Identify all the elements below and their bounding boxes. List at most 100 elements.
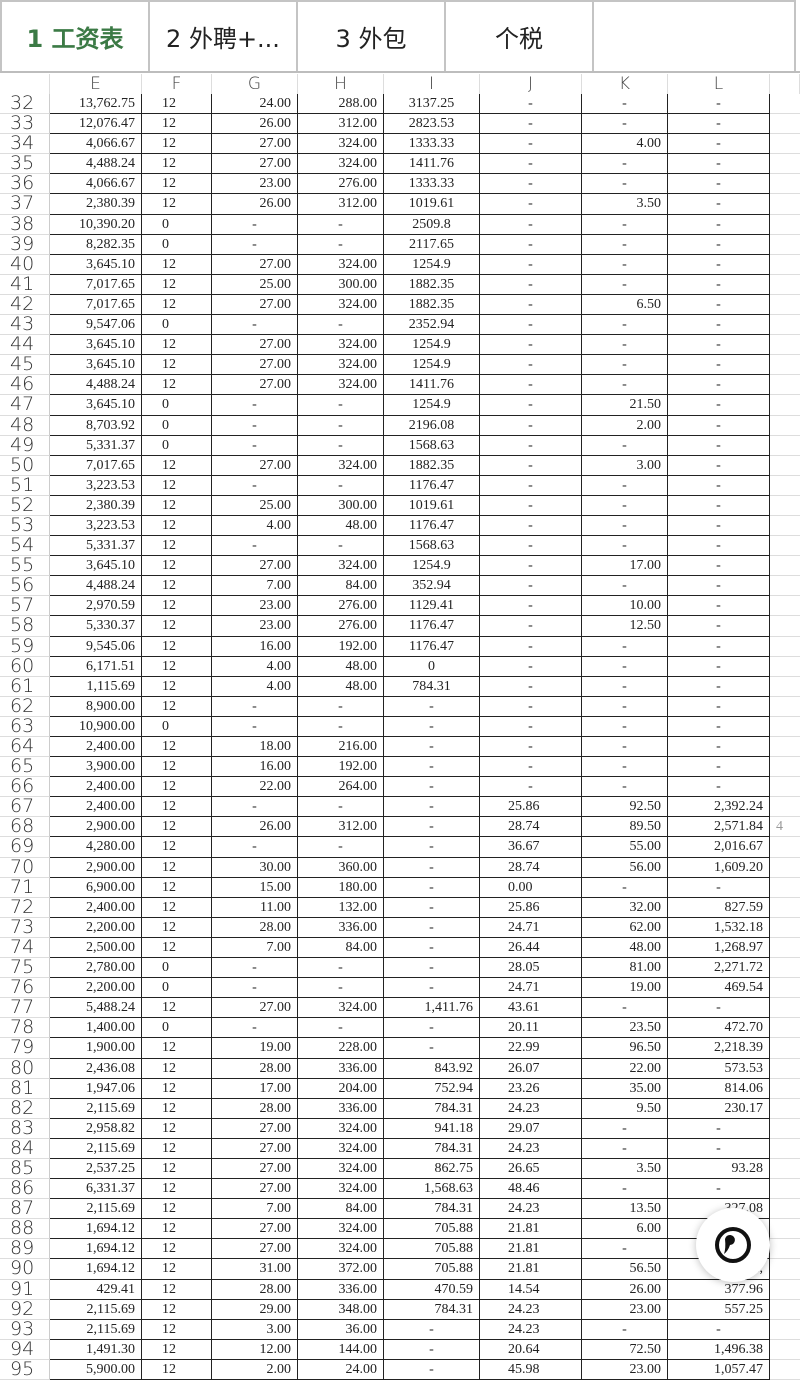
cell-k[interactable]: 35.00: [582, 1078, 668, 1099]
cell-e[interactable]: 7,017.65: [50, 294, 142, 316]
cell-m[interactable]: [770, 737, 800, 758]
cell-j[interactable]: 45.98: [480, 1359, 582, 1380]
cell-i[interactable]: 752.94: [384, 1078, 480, 1099]
cell-k[interactable]: 26.00: [582, 1279, 668, 1300]
row-number[interactable]: 73: [0, 917, 50, 938]
cell-i[interactable]: -: [384, 777, 480, 798]
cell-k[interactable]: -: [582, 234, 668, 255]
cell-g[interactable]: 24.00: [212, 94, 298, 115]
cell-k[interactable]: -: [582, 475, 668, 496]
cell-f[interactable]: 12: [142, 656, 212, 677]
cell-k[interactable]: -: [582, 737, 668, 758]
cell-k[interactable]: 89.50: [582, 817, 668, 838]
cell-j[interactable]: 26.65: [480, 1158, 582, 1180]
cell-e[interactable]: 1,115.69: [50, 676, 142, 697]
cell-k[interactable]: 6.00: [582, 1219, 668, 1240]
cell-l[interactable]: 469.54: [668, 978, 770, 999]
cell-f[interactable]: 12: [142, 1199, 212, 1220]
column-header-e[interactable]: E: [50, 74, 142, 94]
cell-m[interactable]: [770, 1300, 800, 1320]
cell-h[interactable]: -: [298, 415, 384, 436]
cell-e[interactable]: 3,645.10: [50, 335, 142, 356]
cell-e[interactable]: 12,076.47: [50, 114, 142, 135]
column-header-h[interactable]: H: [298, 74, 384, 94]
cell-g[interactable]: -: [212, 696, 298, 717]
cell-g[interactable]: 23.00: [212, 174, 298, 195]
cell-g[interactable]: 27.00: [212, 998, 298, 1019]
cell-j[interactable]: 28.74: [480, 817, 582, 838]
cell-k[interactable]: -: [582, 1239, 668, 1260]
cell-k[interactable]: -: [582, 315, 668, 336]
cell-i[interactable]: -: [384, 837, 480, 858]
cell-j[interactable]: 24.23: [480, 1098, 582, 1119]
cell-j[interactable]: 26.44: [480, 937, 582, 959]
cell-i[interactable]: 1176.47: [384, 636, 480, 657]
cell-f[interactable]: 0: [142, 415, 212, 436]
cell-k[interactable]: 9.50: [582, 1098, 668, 1119]
cell-i[interactable]: -: [384, 877, 480, 898]
cell-k[interactable]: 3.50: [582, 194, 668, 215]
column-header-i[interactable]: I: [384, 74, 480, 94]
row-number[interactable]: 69: [0, 837, 50, 858]
cell-i[interactable]: 1254.9: [384, 254, 480, 275]
cell-i[interactable]: -: [384, 978, 480, 999]
row-number[interactable]: 74: [0, 937, 50, 959]
cell-k[interactable]: -: [582, 254, 668, 275]
cell-i[interactable]: 941.18: [384, 1118, 480, 1139]
row-number[interactable]: 94: [0, 1339, 50, 1360]
cell-e[interactable]: 2,958.82: [50, 1118, 142, 1139]
cell-m[interactable]: [770, 1360, 800, 1380]
cell-g[interactable]: -: [212, 214, 298, 235]
cell-f[interactable]: 12: [142, 1058, 212, 1079]
cell-j[interactable]: -: [480, 515, 582, 537]
row-number[interactable]: 75: [0, 958, 50, 979]
cell-k[interactable]: -: [582, 1118, 668, 1139]
row-number[interactable]: 58: [0, 616, 50, 637]
cell-k[interactable]: 2.00: [582, 415, 668, 436]
cell-k[interactable]: -: [582, 636, 668, 657]
cell-j[interactable]: -: [480, 495, 582, 516]
cell-l[interactable]: -: [668, 556, 770, 577]
cell-i[interactable]: 1176.47: [384, 475, 480, 496]
cell-e[interactable]: 13,762.75: [50, 94, 142, 115]
cell-m[interactable]: [770, 556, 800, 577]
cell-k[interactable]: -: [582, 998, 668, 1019]
cell-e[interactable]: 2,380.39: [50, 495, 142, 516]
cell-m[interactable]: [770, 616, 800, 637]
cell-m[interactable]: [770, 1280, 800, 1300]
cell-i[interactable]: 1,411.76: [384, 998, 480, 1019]
row-number[interactable]: 48: [0, 415, 50, 436]
cell-g[interactable]: 23.00: [212, 616, 298, 637]
cell-f[interactable]: 12: [142, 676, 212, 697]
cell-h[interactable]: 144.00: [298, 1339, 384, 1360]
cell-m[interactable]: [770, 797, 800, 818]
cell-i[interactable]: -: [384, 737, 480, 758]
cell-e[interactable]: 2,400.00: [50, 777, 142, 798]
cell-k[interactable]: 32.00: [582, 897, 668, 918]
cell-h[interactable]: 276.00: [298, 596, 384, 617]
cell-e[interactable]: 1,694.12: [50, 1259, 142, 1280]
cell-h[interactable]: 324.00: [298, 455, 384, 476]
cell-l[interactable]: 557.25: [668, 1299, 770, 1320]
cell-f[interactable]: 12: [142, 1339, 212, 1360]
cell-k[interactable]: 56.50: [582, 1259, 668, 1280]
row-number[interactable]: 87: [0, 1199, 50, 1220]
cell-k[interactable]: 23.00: [582, 1359, 668, 1380]
cell-m[interactable]: [770, 576, 800, 597]
cell-f[interactable]: 12: [142, 1179, 212, 1200]
cell-j[interactable]: 28.74: [480, 857, 582, 878]
row-number[interactable]: 55: [0, 556, 50, 577]
cell-m[interactable]: [770, 1340, 800, 1360]
cell-k[interactable]: -: [582, 355, 668, 376]
row-number[interactable]: 43: [0, 315, 50, 336]
cell-l[interactable]: 230.17: [668, 1098, 770, 1119]
row-number[interactable]: 67: [0, 797, 50, 818]
cell-h[interactable]: 180.00: [298, 877, 384, 898]
cell-h[interactable]: 336.00: [298, 1279, 384, 1300]
cell-h[interactable]: 336.00: [298, 1098, 384, 1119]
cell-m[interactable]: [770, 1219, 800, 1240]
cell-e[interactable]: 2,970.59: [50, 596, 142, 617]
row-number[interactable]: 51: [0, 475, 50, 496]
cell-f[interactable]: 12: [142, 515, 212, 537]
cell-m[interactable]: [770, 496, 800, 516]
